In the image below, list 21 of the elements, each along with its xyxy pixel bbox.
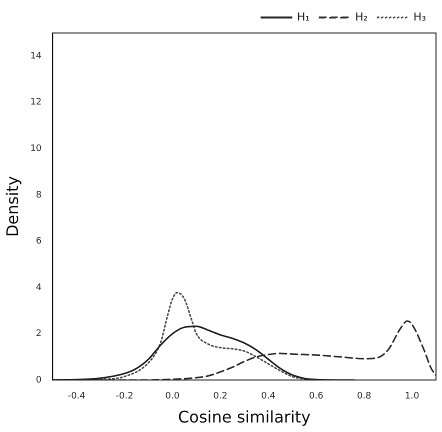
x-tick-label: 0.0 — [165, 392, 180, 402]
y-tick-label: 2 — [36, 329, 42, 340]
x-tick-label: 1.0 — [404, 392, 420, 402]
x-tick-label: 0.6 — [309, 392, 324, 402]
y-tick-label: 6 — [36, 236, 42, 247]
x-tick-label: 0.2 — [213, 392, 228, 402]
y-axis-title: Density — [2, 176, 22, 237]
x-tick-label: -0.4 — [68, 392, 86, 402]
legend-label: H₁ — [296, 10, 310, 24]
y-tick-label: 0 — [36, 375, 42, 386]
legend-label: H₂ — [355, 10, 368, 24]
y-tick-label: 12 — [30, 98, 42, 108]
y-tick-label: 10 — [30, 144, 42, 154]
y-tick-label: 4 — [36, 282, 42, 293]
y-tick-label: 14 — [30, 51, 42, 62]
legend-label: H₃ — [413, 10, 426, 24]
x-tick-label: 0.8 — [356, 392, 372, 402]
y-tick-label: 8 — [36, 190, 42, 200]
x-tick-label: 0.4 — [261, 392, 276, 402]
x-axis-title: Cosine similarity — [178, 408, 311, 427]
x-tick-label: -0.2 — [116, 392, 134, 402]
